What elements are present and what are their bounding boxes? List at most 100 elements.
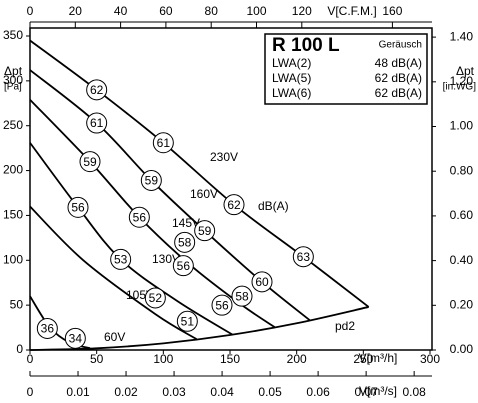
- x2-tick-label: 0.05: [258, 385, 282, 399]
- db-circle: [79, 151, 101, 173]
- top-tick-label: 80: [205, 4, 219, 18]
- db-circle: [152, 132, 174, 154]
- info-cell: LWA(6): [272, 86, 311, 100]
- db-value: 60: [255, 275, 269, 289]
- db-circle: [86, 112, 108, 134]
- x-tick-label: 250: [353, 352, 373, 366]
- series-label: 60V: [104, 330, 125, 344]
- db-value: 61: [157, 136, 171, 150]
- x2-tick-label: 0.06: [306, 385, 330, 399]
- x2-axis-label: V[m³/s]: [359, 384, 397, 398]
- top-tick-label: 20: [69, 4, 83, 18]
- db-circle: [174, 231, 196, 253]
- x-tick-label: 300: [420, 352, 440, 366]
- plot-frame: [29, 27, 433, 351]
- db-value: 62: [90, 83, 104, 97]
- db-circle: [231, 285, 253, 307]
- db-value: 34: [69, 332, 83, 346]
- series-line: [29, 306, 369, 351]
- y2-tick-label: 0.60: [450, 208, 474, 222]
- db-value: 52: [149, 291, 163, 305]
- db-circle: [36, 317, 58, 339]
- series-label: 145V: [172, 216, 200, 230]
- x2-tick-label: 0: [27, 385, 34, 399]
- db-circle: [86, 79, 108, 101]
- info-title: R 100 L: [272, 35, 340, 56]
- db-circle: [172, 255, 194, 277]
- db-value: 63: [297, 250, 311, 264]
- info-cell: LWA(2): [272, 56, 311, 70]
- x-tick-label: 200: [287, 352, 307, 366]
- top-axis-label: V[C.F.M.]: [327, 4, 376, 18]
- x2-tick-label: 0.02: [114, 385, 138, 399]
- x-axis-label: V[m³/h]: [359, 351, 398, 365]
- top-tick-label: 120: [292, 4, 312, 18]
- y2-axis-unit: [in.WG]: [443, 82, 477, 93]
- y-tick-label: 200: [3, 163, 23, 177]
- info-subtitle: Geräusch: [379, 40, 422, 51]
- db-value: 51: [181, 314, 195, 328]
- db-value: 59: [83, 155, 97, 169]
- db-value: 58: [235, 289, 249, 303]
- db-value: 56: [133, 210, 147, 224]
- info-cell: 62 dB(A): [375, 71, 422, 85]
- db-value: 61: [90, 116, 104, 130]
- y2-tick-label: 0.40: [450, 253, 474, 267]
- db-circle: [144, 287, 166, 309]
- db-circle: [223, 194, 245, 216]
- x2-tick-label: 0.03: [162, 385, 186, 399]
- db-value: 36: [41, 322, 55, 336]
- top-tick-label: 40: [114, 4, 128, 18]
- y-tick-label: 50: [10, 297, 24, 311]
- top-tick-label: 60: [159, 4, 173, 18]
- y-tick-label: 250: [3, 118, 23, 132]
- x2-tick-label: 0.01: [66, 385, 90, 399]
- db-value: 56: [71, 201, 85, 215]
- db-circle: [128, 206, 150, 228]
- info-cell: 48 dB(A): [375, 56, 422, 70]
- db-value: 62: [227, 198, 241, 212]
- y-axis-label: Δpt: [4, 64, 23, 78]
- db-value: 56: [215, 298, 229, 312]
- db-value: 59: [198, 224, 212, 238]
- y2-tick-label: 1.20: [450, 74, 474, 88]
- db-label: dB(A): [258, 199, 289, 213]
- x-tick-label: 100: [153, 352, 173, 366]
- series-label: pd2: [335, 319, 355, 333]
- db-circle: [64, 327, 86, 349]
- top-tick-label: 0: [27, 4, 34, 18]
- y2-tick-label: 1.00: [450, 119, 474, 133]
- x-tick-label: 150: [220, 352, 240, 366]
- info-cell: 62 dB(A): [375, 86, 422, 100]
- y-tick-label: 100: [3, 252, 23, 266]
- y-tick-label: 150: [3, 208, 23, 222]
- db-circle: [176, 310, 198, 332]
- top-tick-label: 100: [246, 4, 266, 18]
- y2-axis-label: Δpt: [456, 64, 475, 78]
- db-circle: [211, 294, 233, 316]
- db-circle: [194, 220, 216, 242]
- y-tick-label: 0: [16, 342, 23, 356]
- info-box: [264, 33, 428, 105]
- db-circle: [251, 271, 273, 293]
- db-circle: [67, 196, 89, 218]
- y-tick-label: 300: [3, 73, 23, 87]
- x-tick-label: 0: [27, 352, 34, 366]
- db-circle: [110, 248, 132, 270]
- db-value: 56: [177, 259, 191, 273]
- db-circle: [140, 169, 162, 191]
- series-line: [29, 205, 198, 341]
- x-tick-label: 50: [90, 352, 104, 366]
- db-value: 59: [145, 174, 159, 188]
- series-label: 160V: [190, 187, 218, 201]
- y2-tick-label: 1.40: [450, 29, 474, 43]
- db-circle: [292, 246, 314, 268]
- info-cell: LWA(5): [272, 71, 311, 85]
- y2-tick-label: 0.00: [450, 342, 474, 356]
- series-label: 230V: [210, 150, 238, 164]
- db-value: 58: [178, 236, 192, 250]
- y2-tick-label: 0.80: [450, 163, 474, 177]
- x2-tick-label: 0.08: [402, 385, 426, 399]
- x2-tick-label: 0.04: [210, 385, 234, 399]
